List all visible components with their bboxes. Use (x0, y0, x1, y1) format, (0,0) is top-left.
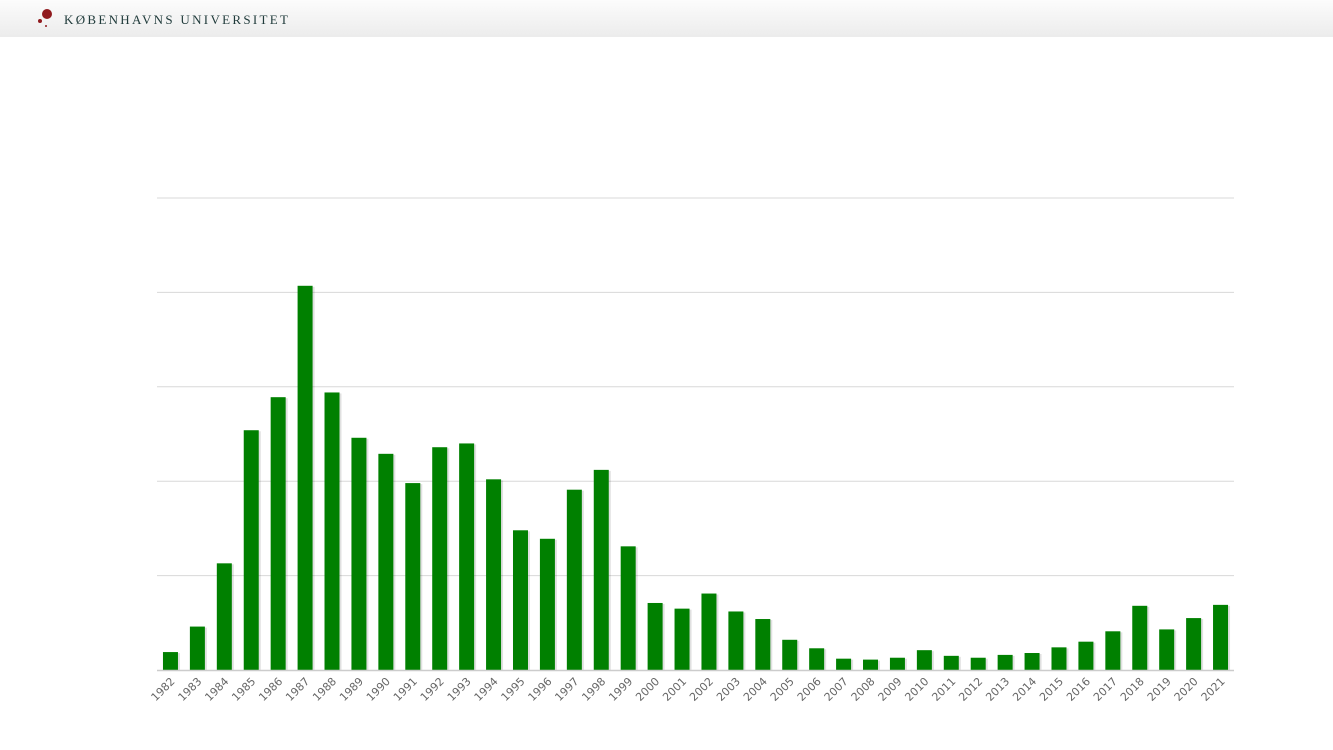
x-tick-label: 1992 (418, 675, 447, 704)
x-tick-label: 2004 (741, 675, 770, 704)
x-tick-label: 2012 (956, 675, 985, 704)
bar-2004[interactable] (755, 619, 771, 670)
brand-name[interactable]: KØBENHAVNS UNIVERSITET (64, 12, 291, 27)
x-tick-label: 1987 (283, 675, 312, 704)
bar-1997[interactable] (566, 489, 582, 670)
bar-2011[interactable] (943, 655, 959, 670)
bar-2010[interactable] (916, 650, 932, 670)
bar-1989[interactable] (351, 437, 367, 670)
bar-1988[interactable] (324, 392, 340, 670)
bar-1993[interactable] (459, 443, 475, 670)
bar-1990[interactable] (378, 453, 394, 670)
x-tick-label: 1985 (229, 675, 258, 704)
bar-1992[interactable] (432, 447, 448, 670)
bar-2012[interactable] (970, 657, 986, 670)
x-tick-label: 1994 (472, 675, 501, 704)
bar-2016[interactable] (1078, 641, 1094, 670)
bar-2014[interactable] (1024, 653, 1040, 670)
bar-2015[interactable] (1051, 647, 1067, 670)
x-tick-label: 1988 (310, 675, 339, 704)
x-tick-label: 2009 (876, 675, 905, 704)
bar-2005[interactable] (782, 639, 798, 670)
bar-1996[interactable] (539, 538, 555, 670)
bar-2008[interactable] (863, 659, 879, 670)
x-tick-label: 1990 (364, 675, 393, 704)
x-tick-label: 2019 (1145, 675, 1174, 704)
bar-2001[interactable] (674, 608, 690, 670)
x-tick-label: 1999 (606, 675, 635, 704)
x-tick-label: 2016 (1064, 675, 1093, 704)
bar-2013[interactable] (997, 654, 1013, 670)
x-tick-label: 1998 (579, 675, 608, 704)
bar-1995[interactable] (512, 530, 528, 670)
bar-2019[interactable] (1159, 629, 1175, 670)
x-tick-label: 2006 (795, 675, 824, 704)
bar-1987[interactable] (297, 285, 313, 670)
bar-1984[interactable] (216, 563, 232, 670)
x-tick-label: 1993 (445, 675, 474, 704)
bar-2007[interactable] (836, 658, 852, 670)
x-tick-label: 1989 (337, 675, 366, 704)
x-tick-label: 2014 (1010, 675, 1039, 704)
x-tick-label: 2008 (849, 675, 878, 704)
bar-1999[interactable] (620, 546, 636, 670)
bar-2021[interactable] (1213, 604, 1229, 670)
x-tick-label: 1984 (202, 675, 231, 704)
bar-1991[interactable] (405, 483, 421, 670)
x-tick-label: 1995 (499, 675, 528, 704)
x-tick-label: 2021 (1199, 675, 1228, 704)
bar-2020[interactable] (1186, 618, 1202, 670)
bar-2006[interactable] (809, 648, 825, 670)
x-tick-label: 2020 (1172, 675, 1201, 704)
site-header: KØBENHAVNS UNIVERSITET (0, 0, 1333, 37)
bar-2000[interactable] (647, 602, 663, 670)
bar-1998[interactable] (593, 469, 609, 670)
bar-2003[interactable] (728, 611, 744, 670)
x-tick-label: 2015 (1037, 675, 1066, 704)
x-tick-label: 2013 (983, 675, 1012, 704)
x-tick-label: 2005 (768, 675, 797, 704)
x-tick-label: 1997 (552, 675, 581, 704)
bar-1983[interactable] (189, 626, 205, 670)
bar-1986[interactable] (270, 397, 286, 670)
x-tick-label: 2002 (687, 675, 716, 704)
bar-2017[interactable] (1105, 631, 1121, 670)
bar-1985[interactable] (243, 430, 259, 670)
bar-2002[interactable] (701, 593, 717, 670)
x-tick-label: 2018 (1118, 675, 1147, 704)
x-tick-label: 2010 (902, 675, 931, 704)
x-tick-label: 1996 (526, 675, 555, 704)
x-tick-label: 2017 (1091, 675, 1120, 704)
x-tick-label: 2007 (822, 675, 851, 704)
x-tick-label: 2000 (633, 675, 662, 704)
bar-1994[interactable] (486, 479, 502, 670)
x-tick-label: 2003 (714, 675, 743, 704)
university-logo-icon[interactable] (36, 8, 56, 30)
bar-2018[interactable] (1132, 605, 1148, 670)
x-tick-label: 1986 (256, 675, 285, 704)
x-tick-label: 1991 (391, 675, 420, 704)
x-tick-label: 2011 (929, 675, 958, 704)
x-tick-label: 1982 (149, 675, 178, 704)
bar-1982[interactable] (162, 652, 178, 670)
bar-2009[interactable] (889, 657, 905, 670)
x-tick-label: 2001 (660, 675, 689, 704)
x-tick-label: 1983 (176, 675, 205, 704)
